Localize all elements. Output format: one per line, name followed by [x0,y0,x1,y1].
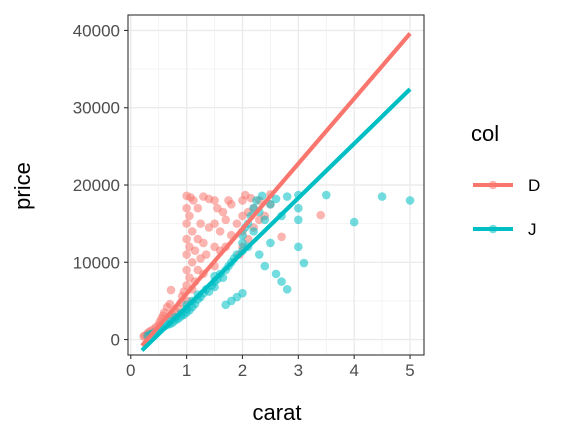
y-tick-label: 20000 [73,176,120,195]
point-d [210,219,219,228]
point-j [266,200,275,209]
point-j [260,261,270,271]
scatter-points [139,189,415,341]
point-d [182,250,191,259]
point-j [260,215,270,225]
point-j [405,196,415,205]
fit-line-j [140,87,412,352]
y-tick-label: 30000 [73,99,120,118]
fit-line-d [140,32,412,348]
major-gridlines [128,15,424,355]
point-d [221,215,231,225]
point-d [182,234,191,244]
y-tick-label: 40000 [73,21,120,40]
point-j [282,192,292,201]
legend-items: DJ [473,176,540,239]
point-d [218,207,228,217]
point-d [227,200,236,209]
x-tick-label: 5 [405,361,414,380]
x-tick-label: 2 [238,361,247,380]
x-tick-label: 0 [126,361,135,380]
point-d [189,196,198,205]
point-d [182,203,191,213]
point-d [182,219,191,228]
point-d [196,219,205,228]
point-j [294,215,303,225]
point-d [185,211,194,221]
x-axis-title: carat [253,400,302,425]
point-j [238,288,247,298]
point-d [190,246,200,255]
point-j [271,194,281,204]
point-j [299,258,309,268]
x-tick-label: 4 [349,361,358,380]
legend: col DJ [471,121,540,239]
point-j [254,250,264,259]
legend-label-d: D [528,176,540,195]
point-j [294,203,303,213]
point-j [349,217,359,227]
point-d [210,196,219,205]
legend-key-point-j [488,224,498,234]
point-j [249,227,258,236]
y-axis-title: price [10,162,35,210]
point-d [316,210,325,220]
point-d [199,238,208,248]
point-d [165,299,175,309]
point-d [187,227,197,236]
x-tick-label: 1 [182,361,191,380]
point-j [294,242,303,252]
point-j [257,191,267,201]
point-d [187,257,197,267]
point-d [215,227,225,236]
x-tick-label: 3 [294,361,303,380]
fit-lines [140,32,412,352]
y-tick-label: 0 [111,331,120,350]
point-d [182,265,191,275]
point-d [201,250,211,259]
legend-title: col [471,121,499,146]
y-axis-ticks: 0 10000 20000 30000 40000 [73,21,128,350]
point-d [277,232,286,242]
point-j [377,192,387,201]
point-d [193,203,203,213]
point-j [321,190,331,200]
legend-key-point-d [488,180,498,190]
point-j [271,269,281,279]
point-j [266,238,275,248]
y-tick-label: 10000 [73,253,120,272]
legend-label-j: J [528,220,537,239]
point-d [232,219,242,228]
point-d [166,285,176,295]
point-j [282,285,292,294]
x-axis-ticks: 0 1 2 3 4 5 [126,355,415,380]
point-j [277,277,286,286]
